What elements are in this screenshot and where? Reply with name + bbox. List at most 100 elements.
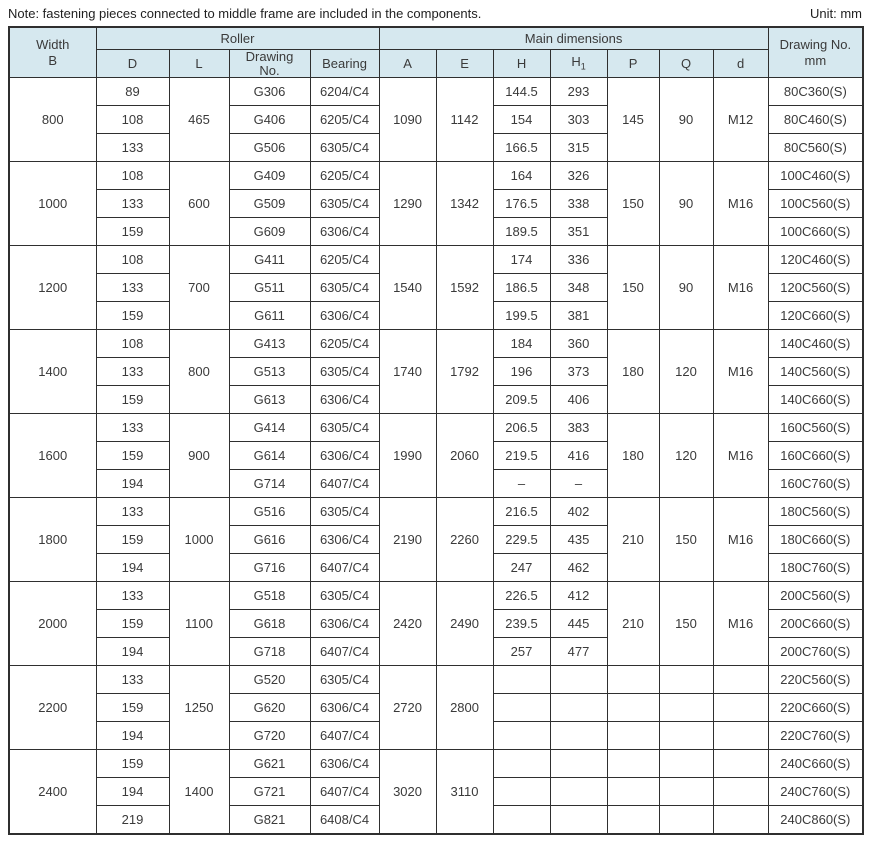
cell-dim-a: 2190 [378,497,437,583]
cell-roller-d: 133 [95,581,170,611]
header-col-h: H [492,48,551,79]
cell-dim-h1: 477 [549,637,608,667]
cell-roller-bearing: 6305/C4 [309,497,380,527]
cell-drawing-no-mm: 160C760(S) [767,469,864,499]
cell-dim-h1 [549,693,608,723]
cell-dim-a: 1090 [378,77,437,163]
cell-roller-d: 89 [95,77,170,107]
table-row: 159 G620 6306/C4 220C660(S) [9,693,864,723]
header-col-h1-subscript: 1 [580,62,586,73]
cell-dim-h1: 303 [549,105,608,135]
cell-roller-drawing-no: G611 [228,301,311,331]
cell-drawing-no-mm: 200C560(S) [767,581,864,611]
cell-roller-d: 159 [95,441,170,471]
cell-dim-small-d: M12 [712,77,769,163]
cell-dim-q: 90 [658,245,714,331]
table-row: 133 G513 6305/C4 196 373 140C560(S) [9,357,864,387]
cell-dim-e: 1142 [435,77,494,163]
cell-roller-drawing-no: G509 [228,189,311,219]
cell-dim-q: 90 [658,77,714,163]
cell-width-b: 1800 [8,497,97,583]
cell-roller-bearing: 6407/C4 [309,777,380,807]
cell-roller-l: 700 [168,245,230,331]
cell-dim-h: 189.5 [492,217,551,247]
cell-dim-p: 210 [606,497,660,583]
cell-width-b: 1000 [8,161,97,247]
cell-roller-drawing-no: G513 [228,357,311,387]
cell-dim-a: 2420 [378,581,437,667]
table-row: 159 G609 6306/C4 189.5 351 100C660(S) [9,217,864,247]
table-row: 1800 133 1000 G516 6305/C4 2190 2260 216.5 402 21… [8,497,864,583]
cell-roller-d: 159 [95,749,170,779]
cell-roller-d: 133 [95,413,170,443]
cell-dim-e: 2490 [435,581,494,667]
cell-drawing-no-mm: 200C760(S) [767,637,864,667]
cell-drawing-no-mm: 180C660(S) [767,525,864,555]
cell-dim-h: 154 [492,105,551,135]
header-col-drawing-no-line2: No. [259,62,280,78]
cell-dim-h: 199.5 [492,301,551,331]
cell-roller-bearing: 6306/C4 [309,609,380,639]
cell-dim-h1: 462 [549,553,608,583]
cell-roller-drawing-no: G716 [228,553,311,583]
cell-roller-drawing-no: G306 [228,77,311,107]
cell-dim-h1 [549,721,608,751]
cell-dim-h1: 336 [549,245,608,275]
cell-dim-p: 150 [606,161,660,247]
cell-dim-e: 2060 [435,413,494,499]
cell-dim-p: 180 [606,329,660,415]
cell-roller-bearing: 6306/C4 [309,749,380,779]
cell-roller-drawing-no: G714 [228,469,311,499]
cell-roller-l: 1000 [168,497,230,583]
cell-roller-bearing: 6204/C4 [309,77,380,107]
table-row: 194 G718 6407/C4 257 477 200C760(S) [9,637,864,667]
header-width-b-line1: Width [36,37,70,53]
cell-dim-h: – [492,469,551,499]
cell-dim-h1: 445 [549,609,608,639]
cell-roller-drawing-no: G821 [228,805,311,835]
cell-roller-d: 108 [95,161,170,191]
cell-dim-q [658,777,714,807]
cell-roller-d: 133 [95,497,170,527]
cell-dim-h: 247 [492,553,551,583]
cell-dim-q: 150 [658,497,714,583]
cell-dim-small-d [712,665,769,695]
cell-dim-a: 1540 [378,245,437,331]
cell-dim-p [606,665,660,695]
header-row-sub: D L Drawing No. Bearing A E H H1 P Q d [9,48,863,79]
cell-dim-h [492,693,551,723]
cell-dim-a: 1990 [378,413,437,499]
cell-roller-drawing-no: G621 [228,749,311,779]
cell-roller-bearing: 6205/C4 [309,329,380,359]
cell-drawing-no-mm: 240C860(S) [767,805,864,835]
cell-roller-d: 194 [95,469,170,499]
cell-dim-h: 226.5 [492,581,551,611]
table-header: Width B Roller Main dimensions Drawing N… [8,26,864,79]
cell-roller-bearing: 6407/C4 [309,469,380,499]
cell-dim-q [658,665,714,695]
cell-dim-h1: 406 [549,385,608,415]
cell-dim-h [492,721,551,751]
header-drawing-no-line2: mm [804,52,827,68]
cell-dim-h: 209.5 [492,385,551,415]
table-row: 159 G616 6306/C4 229.5 435 180C660(S) [9,525,864,555]
cell-roller-bearing: 6408/C4 [309,805,380,835]
table-row: 2200 133 1250 G520 6305/C4 2720 2800 220C560(S) [8,665,864,751]
cell-dim-p [606,721,660,751]
cell-dim-p [606,805,660,835]
cell-dim-h: 219.5 [492,441,551,471]
header-col-d: D [95,48,170,79]
cell-dim-h1: 326 [549,161,608,191]
note-text: Note: fastening pieces connected to midd… [8,6,482,21]
cell-dim-h1: 412 [549,581,608,611]
cell-dim-small-d [712,693,769,723]
cell-dim-h: 216.5 [492,497,551,527]
cell-roller-d: 108 [95,105,170,135]
roller-spec-table: Width B Roller Main dimensions Drawing N… [8,26,865,836]
cell-drawing-no-mm: 120C560(S) [767,273,864,303]
header-col-h1: H1 [549,48,608,79]
cell-dim-small-d: M16 [712,329,769,415]
cell-dim-h: 196 [492,357,551,387]
cell-roller-drawing-no: G721 [228,777,311,807]
cell-roller-bearing: 6306/C4 [309,385,380,415]
